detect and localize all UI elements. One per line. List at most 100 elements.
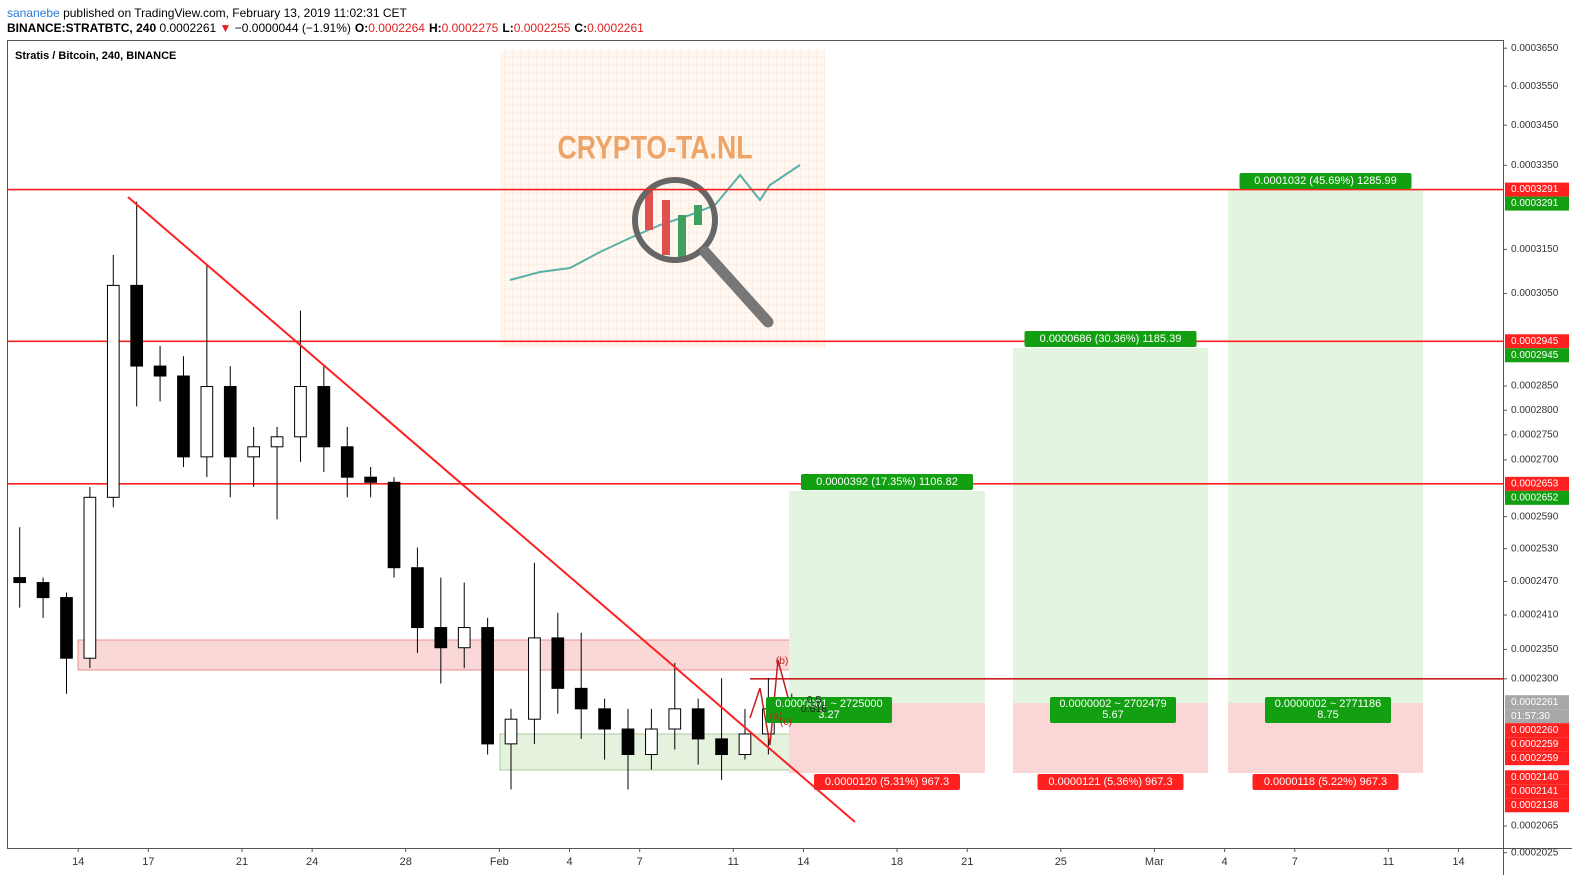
- price-badge: [1505, 196, 1569, 211]
- price-badge: [1505, 751, 1569, 766]
- x-tick-label: 14: [72, 856, 84, 868]
- logo-candle: [645, 190, 653, 230]
- candle-body: [13, 577, 27, 584]
- price-badge: [1505, 695, 1569, 710]
- x-tick-label: 14: [1452, 856, 1464, 868]
- candle-body: [317, 386, 331, 448]
- last: 0.0002261: [159, 21, 216, 35]
- candle-body: [364, 476, 377, 483]
- x-tick-label: 18: [891, 856, 903, 868]
- y-tick-label: 0.0003350: [1511, 160, 1559, 171]
- candle-body: [83, 496, 97, 659]
- rr-label: 3.27: [818, 709, 839, 721]
- logo-line: [509, 164, 801, 281]
- price-badge-label: 0.0002140: [1511, 772, 1559, 783]
- ohlc-key: C:: [574, 21, 587, 35]
- price-badge: [1505, 723, 1569, 738]
- x-tick-label: 25: [1055, 856, 1067, 868]
- price-badge: [1505, 737, 1569, 752]
- profit-label: 0.0001032 (45.69%) 1285.99: [1254, 175, 1397, 187]
- ohlc-key: O:: [355, 21, 368, 35]
- rr-label: 8.75: [1317, 709, 1338, 721]
- y-tick-label: 0.0002700: [1511, 455, 1559, 466]
- ratio-bg: [1265, 697, 1391, 723]
- y-tick-label: 0.0003450: [1511, 120, 1559, 131]
- loss-label-bg: [1037, 774, 1184, 790]
- logo-candle: [694, 205, 702, 225]
- candle-body: [130, 284, 144, 367]
- logo-candle: [678, 215, 686, 257]
- profit-zone: [1228, 190, 1423, 703]
- rr-label: 5.67: [1102, 709, 1123, 721]
- candle-body: [177, 375, 190, 458]
- ohlc-key: L:: [502, 21, 513, 35]
- price-badge-label: 0.0002945: [1511, 336, 1559, 347]
- header-line-2: BINANCE:STRATBTC, 240 0.0002261 ▼ −0.000…: [7, 21, 644, 35]
- ratio-label: 0.0000002 ~ 2702479: [1059, 698, 1166, 710]
- annotation: (c): [780, 716, 792, 728]
- y-tick-label: 0.0002800: [1511, 405, 1559, 416]
- candle-body: [551, 637, 565, 689]
- logo-lens: [632, 177, 718, 263]
- y-tick-label: 0.0002470: [1511, 576, 1559, 587]
- profit-label-bg: [801, 474, 973, 490]
- ratio-bg: [766, 697, 892, 723]
- price-badge: [1505, 798, 1569, 813]
- chart-title: Stratis / Bitcoin, 240, BINANCE: [15, 50, 176, 62]
- annotation: (b): [776, 655, 789, 667]
- candle-body: [598, 708, 611, 730]
- price-badge-label: 0.0002653: [1511, 478, 1559, 489]
- annotation: (a): [770, 710, 783, 722]
- candle-body: [60, 597, 73, 659]
- y-tick-label: 0.0003550: [1511, 81, 1559, 92]
- x-tick-label: Feb: [490, 856, 509, 868]
- price-badge: [1505, 348, 1569, 363]
- logo-grid: [500, 50, 825, 348]
- y-tick-label: 0.0003050: [1511, 288, 1559, 299]
- candle-body: [691, 708, 705, 740]
- annotation: 0.618: [801, 703, 827, 715]
- y-tick-label: 0.0003150: [1511, 244, 1559, 255]
- candle-body: [621, 728, 635, 756]
- x-tick-label: 4: [1222, 856, 1228, 868]
- loss-label-bg: [1252, 774, 1399, 790]
- price-badge: [1505, 476, 1569, 491]
- candle-body: [294, 386, 307, 438]
- candle-body: [36, 582, 50, 599]
- price-badge-label: 0.0002141: [1511, 786, 1559, 797]
- x-tick-label: 24: [306, 856, 318, 868]
- ratio-label: 0.0000001 ~ 2725000: [775, 698, 882, 710]
- x-tick-label: 11: [728, 856, 739, 868]
- x-tick-label: 11: [1383, 856, 1394, 868]
- profit-label-bg: [1024, 331, 1197, 347]
- loss-label: 0.0000120 (5.31%) 967.3: [825, 776, 949, 788]
- price-badge: [1505, 490, 1569, 505]
- ohlc-value: 0.0002264: [368, 21, 425, 35]
- y-tick-label: 0.0002025: [1511, 847, 1559, 858]
- price-badge-label: 0.0002945: [1511, 350, 1559, 361]
- candle-body: [504, 718, 518, 745]
- y-tick-label: 0.0002750: [1511, 429, 1559, 440]
- candle-body: [387, 481, 401, 569]
- trend-line: [127, 196, 856, 823]
- candle-body: [528, 637, 541, 720]
- wave-path: [749, 659, 791, 746]
- candle-body: [223, 386, 237, 458]
- ohlc-key: H:: [429, 21, 442, 35]
- profit-label: 0.0000392 (17.35%) 1106.82: [816, 476, 958, 488]
- candle-body: [574, 687, 588, 710]
- price-badge: [1505, 709, 1569, 724]
- logo-candle: [662, 200, 670, 255]
- x-tick-label: 7: [637, 856, 643, 868]
- loss-label-bg: [814, 774, 960, 790]
- ohlc-value: 0.0002275: [442, 21, 499, 35]
- ohlc-value: 0.0002255: [514, 21, 571, 35]
- profit-label-bg: [1239, 173, 1412, 189]
- x-tick-label: 4: [566, 856, 572, 868]
- price-badge-label: 0.0002259: [1511, 753, 1559, 764]
- price-badge: [1505, 182, 1569, 197]
- profit-zone: [1013, 348, 1208, 703]
- y-tick-label: 0.0002065: [1511, 821, 1559, 832]
- ratio-label: 0.0000002 ~ 2771186: [1275, 698, 1382, 710]
